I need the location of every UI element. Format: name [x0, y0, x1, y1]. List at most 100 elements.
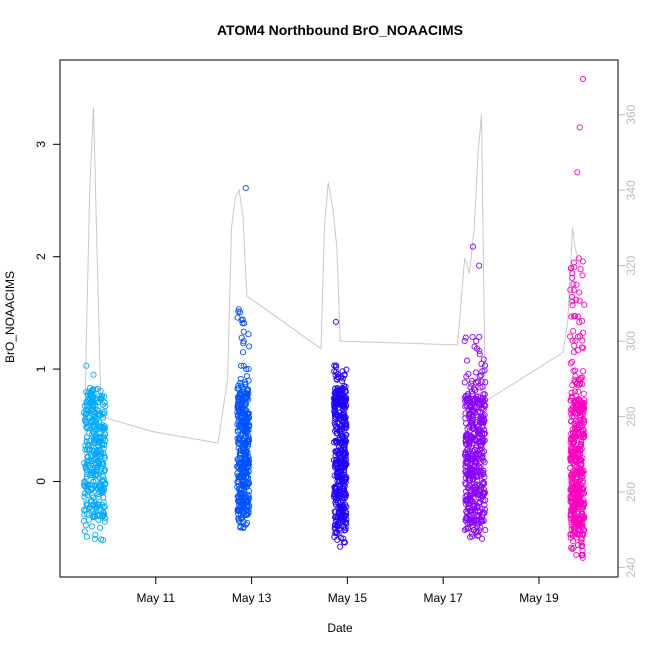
- data-point: [331, 533, 338, 541]
- data-point: [100, 434, 107, 442]
- data-point: [569, 298, 576, 305]
- data-point: [332, 501, 340, 508]
- data-point: [245, 468, 252, 475]
- data-point: [576, 487, 583, 494]
- data-point: [240, 524, 247, 532]
- data-point-outlier: [83, 362, 90, 369]
- x-tick-label: May 15: [328, 591, 368, 605]
- data-point-outlier: [242, 185, 249, 192]
- data-point: [574, 541, 582, 549]
- data-point: [95, 491, 102, 498]
- data-point: [80, 517, 88, 524]
- data-point: [576, 531, 584, 538]
- data-point: [468, 497, 475, 504]
- data-point: [469, 455, 476, 462]
- data-point: [570, 281, 577, 288]
- data-point: [475, 491, 482, 498]
- data-point: [243, 497, 250, 504]
- data-point: [95, 393, 103, 400]
- data-point: [462, 459, 469, 466]
- data-point: [245, 478, 252, 485]
- data-point: [246, 343, 253, 350]
- data-point: [571, 526, 578, 533]
- data-point: [572, 397, 579, 404]
- data-point: [339, 422, 346, 429]
- data-point: [580, 490, 588, 497]
- data-point: [83, 510, 90, 517]
- data-point: [240, 385, 247, 393]
- data-point: [235, 486, 243, 493]
- data-point: [461, 379, 468, 386]
- data-point: [580, 368, 587, 375]
- data-point: [567, 512, 574, 519]
- data-point: [92, 440, 99, 447]
- data-point: [95, 502, 102, 509]
- data-point: [479, 423, 486, 430]
- data-point: [339, 378, 346, 385]
- data-point: [580, 329, 587, 336]
- secondary-series-line: [83, 107, 581, 512]
- data-point: [569, 302, 576, 309]
- data-point: [89, 447, 96, 454]
- data-point: [239, 384, 246, 391]
- data-point: [83, 533, 90, 540]
- data-point: [569, 445, 576, 452]
- data-point: [467, 384, 474, 391]
- data-point: [570, 413, 577, 420]
- data-point: [463, 514, 470, 521]
- data-point: [342, 461, 349, 469]
- data-point: [472, 482, 479, 489]
- data-point-outlier: [574, 169, 581, 176]
- data-point: [470, 431, 477, 438]
- data-point: [462, 463, 469, 470]
- data-point: [340, 467, 348, 474]
- data-point: [476, 373, 483, 380]
- data-point: [464, 400, 471, 408]
- data-point: [571, 388, 578, 395]
- data-point: [472, 487, 479, 494]
- data-point: [340, 456, 347, 463]
- data-point: [85, 454, 92, 461]
- data-point: [342, 519, 349, 526]
- data-point: [574, 500, 581, 507]
- data-point: [334, 529, 341, 536]
- data-point: [569, 293, 576, 300]
- data-point: [468, 422, 475, 429]
- data-point: [336, 524, 343, 532]
- data-point: [570, 259, 577, 266]
- data-point: [333, 430, 340, 437]
- data-point: [567, 265, 574, 272]
- data-point: [465, 450, 472, 457]
- data-point: [235, 308, 242, 315]
- data-point: [477, 484, 484, 491]
- data-point: [572, 367, 579, 374]
- data-point: [241, 466, 248, 474]
- data-point: [579, 522, 586, 529]
- data-point: [472, 456, 479, 463]
- data-point: [577, 376, 584, 383]
- data-point: [87, 497, 95, 504]
- data-point: [240, 473, 248, 480]
- data-point: [83, 500, 90, 507]
- data-point: [81, 493, 88, 501]
- data-point: [466, 427, 473, 435]
- data-point: [576, 289, 583, 296]
- data-point: [341, 411, 348, 418]
- data-point: [238, 451, 245, 458]
- data-point: [338, 457, 345, 464]
- data-point: [340, 405, 347, 412]
- data-point: [81, 490, 88, 497]
- data-point: [473, 444, 480, 451]
- data-point-outlier: [239, 349, 247, 356]
- data-point: [571, 511, 578, 518]
- data-point: [473, 338, 480, 345]
- data-point: [82, 483, 89, 490]
- data-point: [100, 488, 107, 495]
- data-point: [480, 416, 487, 423]
- data-point: [237, 472, 244, 479]
- data-point: [481, 362, 489, 369]
- data-point: [238, 334, 245, 341]
- data-point: [334, 374, 341, 381]
- data-point: [91, 511, 98, 518]
